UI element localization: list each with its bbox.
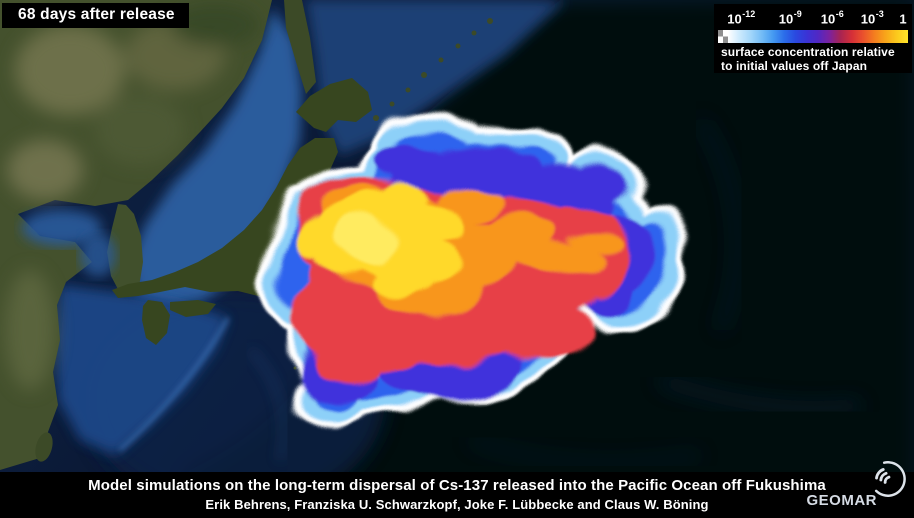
caption-bar: Model simulations on the long-term dispe… xyxy=(0,472,914,518)
east-china-shelf xyxy=(55,285,228,455)
colorbar-tick: 1 xyxy=(899,11,907,27)
plume-overlay xyxy=(262,110,687,429)
landmass-hokkaido xyxy=(296,78,372,132)
legend-caption-line2: to initial values off Japan xyxy=(721,58,868,73)
landmass-korea xyxy=(107,204,143,297)
pacific-ridge-3 xyxy=(469,437,701,466)
transparency-checker xyxy=(718,30,728,43)
legend-caption: surface concentration relative to initia… xyxy=(721,45,895,73)
yellow-sea xyxy=(22,210,102,246)
pacific-ridge-2 xyxy=(658,376,861,413)
landmass-taiwan xyxy=(35,432,53,462)
colorbar xyxy=(718,30,908,43)
colorbar-tick: 10-9 xyxy=(778,9,802,27)
kuril-islands xyxy=(373,18,493,121)
shelf-break-rim xyxy=(118,317,230,452)
sea-of-okhotsk xyxy=(305,0,565,155)
landmass-kyushu xyxy=(142,300,170,345)
colorbar-tick: 10-3 xyxy=(860,9,884,27)
video-title: Model simulations on the long-term dispe… xyxy=(88,477,826,494)
landmass-sakhalin xyxy=(284,0,316,94)
korea-bay xyxy=(80,233,116,277)
video-authors: Erik Behrens, Franziska U. Schwarzkopf, … xyxy=(205,497,709,512)
geomar-wordmark: GEOMAR xyxy=(806,492,877,509)
landmass-asia xyxy=(0,0,272,470)
colorbar-tick: 10-6 xyxy=(820,9,844,27)
geomar-swirl-icon xyxy=(874,461,906,497)
colorbar-tick: 10-12 xyxy=(727,9,756,27)
colorbar-gradient xyxy=(728,30,908,43)
pacific-ridge-1 xyxy=(697,118,741,332)
izu-ridge xyxy=(248,348,287,461)
time-since-release-badge: 68 days after release xyxy=(2,3,189,28)
landmass-shikoku xyxy=(170,300,216,317)
plume-layer-core xyxy=(338,219,398,261)
legend-panel: 10-12 10-9 10-6 10-3 1 surface concentra… xyxy=(714,4,912,73)
land-texture xyxy=(5,3,260,390)
land-layer xyxy=(0,0,493,470)
colorbar-scale-ticks: 10-12 10-9 10-6 10-3 1 xyxy=(714,4,912,28)
legend-caption-line1: surface concentration relative xyxy=(721,45,895,59)
